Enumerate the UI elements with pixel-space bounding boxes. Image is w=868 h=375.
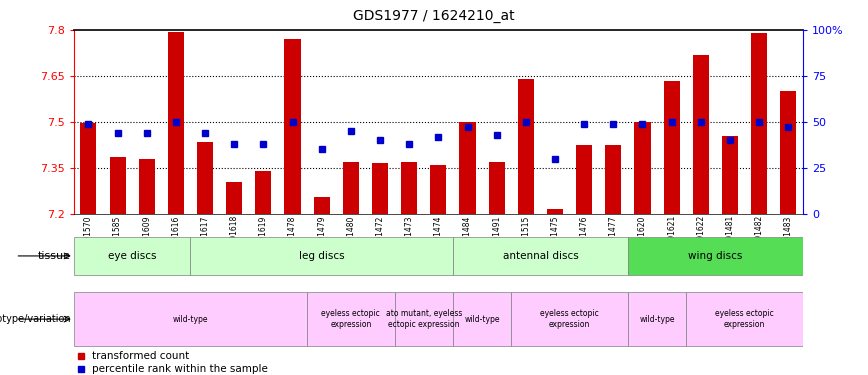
Bar — [81, 123, 96, 214]
Bar — [74, 292, 307, 346]
Bar — [628, 237, 803, 275]
Bar — [168, 32, 184, 214]
Bar — [518, 79, 534, 214]
Bar — [628, 292, 687, 346]
Bar — [74, 237, 190, 275]
Bar — [489, 162, 504, 214]
Bar — [343, 162, 358, 214]
Bar — [664, 81, 680, 214]
Bar — [401, 162, 418, 214]
Text: antennal discs: antennal discs — [503, 251, 578, 261]
Bar — [687, 292, 803, 346]
Bar — [605, 145, 621, 214]
Bar — [372, 163, 388, 214]
Bar — [395, 292, 453, 346]
Text: transformed count: transformed count — [92, 351, 189, 361]
Bar — [197, 142, 213, 214]
Bar — [190, 237, 453, 275]
Bar — [431, 165, 446, 214]
Bar — [285, 39, 300, 214]
Bar — [109, 157, 126, 214]
Text: eyeless ectopic
expression: eyeless ectopic expression — [715, 309, 774, 329]
Text: leg discs: leg discs — [299, 251, 345, 261]
Bar — [227, 182, 242, 214]
Bar — [453, 237, 628, 275]
Bar — [139, 159, 155, 214]
Text: eyeless ectopic
expression: eyeless ectopic expression — [540, 309, 599, 329]
Bar — [693, 54, 709, 214]
Text: wild-type: wild-type — [173, 315, 208, 324]
Text: genotype/variation: genotype/variation — [0, 314, 71, 324]
Text: eyeless ectopic
expression: eyeless ectopic expression — [321, 309, 380, 329]
Bar — [547, 209, 563, 214]
Text: wing discs: wing discs — [688, 251, 743, 261]
Text: tissue: tissue — [38, 251, 71, 261]
Bar — [313, 197, 330, 214]
Bar — [780, 91, 796, 214]
Text: eye discs: eye discs — [108, 251, 156, 261]
Text: wild-type: wild-type — [640, 315, 674, 324]
Bar — [511, 292, 628, 346]
Text: ato mutant, eyeless
ectopic expression: ato mutant, eyeless ectopic expression — [385, 309, 462, 329]
Bar — [635, 122, 650, 214]
Bar — [576, 145, 592, 214]
Bar — [453, 292, 511, 346]
Bar — [307, 292, 395, 346]
Bar — [459, 122, 476, 214]
Bar — [722, 136, 738, 214]
Text: GDS1977 / 1624210_at: GDS1977 / 1624210_at — [353, 9, 515, 23]
Bar — [751, 33, 767, 214]
Bar — [255, 171, 272, 214]
Text: percentile rank within the sample: percentile rank within the sample — [92, 364, 268, 374]
Text: wild-type: wild-type — [464, 315, 500, 324]
